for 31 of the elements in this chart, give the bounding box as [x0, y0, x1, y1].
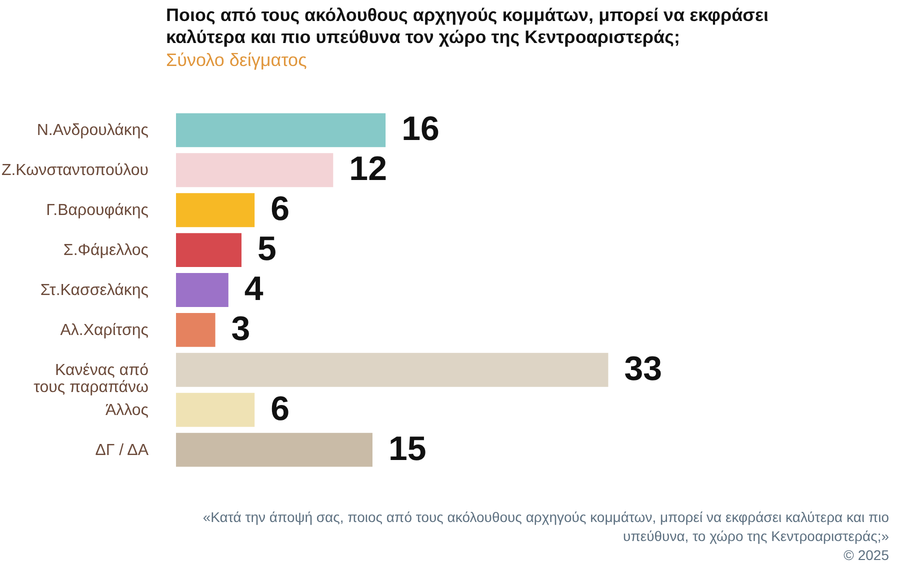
text: «Κατά την άποψή σας, ποιος από τους ακόλουθους αρχηγούς κομμάτων, μπορεί να εκφράσει καλύτερα και πιο υπεύθυνα, το χώρο της Κεντροαριστεράς;» — [202, 508, 889, 546]
bar — [176, 273, 228, 307]
y-tick-label: ΔΓ / ΔΑ — [95, 442, 149, 459]
text: © 2025 — [842, 546, 889, 565]
bar — [176, 233, 242, 268]
bar — [176, 153, 334, 188]
chart-subtitle: Σύνολο δείγματος — [166, 49, 308, 72]
data-label: 6 — [270, 390, 290, 428]
data-label: 5 — [257, 230, 276, 268]
data-label: 12 — [349, 150, 388, 188]
bar — [176, 193, 255, 228]
data-label: 6 — [270, 190, 290, 228]
y-tick-label: Σ.Φάμελλος — [63, 242, 149, 260]
y-tick-label: Στ.Κασσελάκης — [40, 282, 149, 299]
bar — [176, 392, 255, 427]
y-tick-label: Γ.Βαρουφάκης — [46, 202, 149, 220]
chart-title: Ποιος από τους ακόλουθους αρχηγούς κομμάτων, μπορεί να εκφράσει καλύτερα και πιο υπεύθυνα τον χώρο της Κεντροαριστεράς; — [166, 4, 770, 48]
y-tick-label: Ν.Ανδρουλάκης — [36, 122, 149, 140]
bar — [176, 312, 216, 347]
y-tick-label: Κανένας από τους παραπάνω — [34, 362, 149, 396]
data-label: 15 — [388, 430, 426, 468]
bar — [176, 352, 608, 387]
data-label: 4 — [244, 270, 264, 308]
data-label: 3 — [231, 310, 250, 348]
bar — [176, 113, 386, 148]
data-label: 16 — [402, 110, 440, 148]
y-tick-label: Ζ.Κωνσταντοπούλου — [1, 162, 148, 180]
data-label: 33 — [624, 350, 662, 388]
bar — [176, 432, 372, 467]
y-tick-label: Άλλος — [105, 402, 149, 419]
y-tick-label: Αλ.Χαρίτσης — [60, 322, 149, 339]
